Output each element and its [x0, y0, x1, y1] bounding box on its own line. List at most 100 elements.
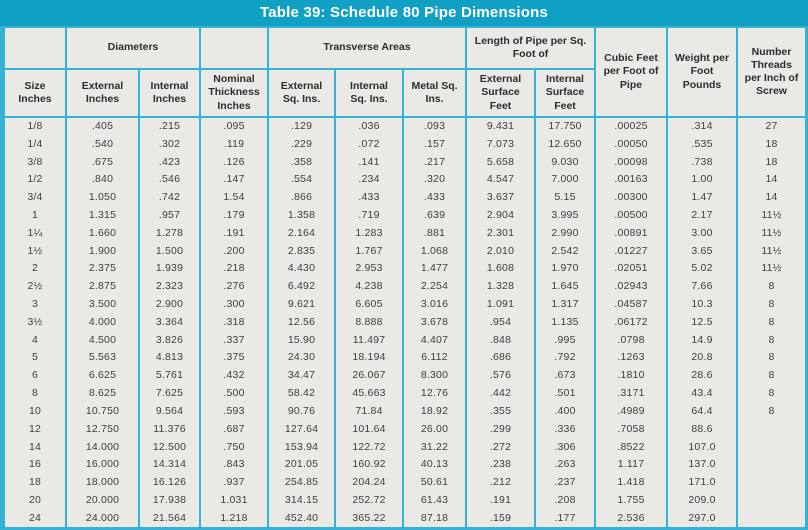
- table-cell: 20.8: [666, 348, 738, 367]
- table-cell: .02051: [594, 259, 668, 278]
- table-cell: 24.30: [267, 348, 336, 367]
- table-row: 18 18.000 16.126.937 254.85 204.24 50.61.212.…: [3, 473, 807, 492]
- table-cell: 2.323: [138, 277, 201, 296]
- table-cell: .1810: [594, 366, 668, 385]
- table-cell: .272: [465, 437, 536, 456]
- table-cell: 1.500: [138, 241, 201, 260]
- table-cell: 2.254: [402, 277, 467, 296]
- table-cell: 61.43: [402, 491, 467, 509]
- table-cell: .01227: [594, 241, 668, 260]
- table-cell: 4.407: [402, 330, 467, 349]
- table-cell: .355: [465, 402, 536, 420]
- table-cell: 4.430: [267, 259, 336, 278]
- table-cell: 452.40: [267, 508, 336, 527]
- header-weight: Weight per Foot Pounds: [666, 26, 738, 118]
- table-row: 1/2.840.546.147.554.234.320 4.547 7.000.00…: [3, 170, 807, 189]
- table-cell: .0798: [594, 330, 668, 349]
- pipe-dimensions-table: Diameters Transverse Areas Length of Pip…: [3, 26, 807, 527]
- table-row: 1/8.405.215.095.129.036.093 9.431 17.750.0…: [3, 117, 807, 135]
- table-cell: .337: [199, 330, 269, 349]
- table-cell: 18: [736, 152, 807, 171]
- table-cell: 11.497: [334, 330, 404, 349]
- table-cell: 5.02: [666, 259, 738, 278]
- table-row: 1¼ 1.660 1.278.191 2.164 1.283.881 2.301 2.990…: [3, 223, 807, 242]
- table-cell: 16.000: [65, 455, 140, 474]
- table-cell: 3.65: [666, 241, 738, 260]
- table-row: 14 14.000 12.500.750 153.94 122.72 31.22.272.…: [3, 437, 807, 456]
- table-row: 12 12.750 11.376.687 127.64 101.64 26.00.299.…: [3, 419, 807, 438]
- table-cell: 5.15: [534, 188, 596, 207]
- table-cell: .237: [534, 473, 596, 492]
- table-cell: 2.900: [138, 295, 201, 313]
- table-row: 16 16.000 14.314.843 201.05 160.92 40.13.238.…: [3, 455, 807, 474]
- table-cell: .300: [199, 295, 269, 313]
- table-cell: .540: [65, 134, 140, 153]
- table-cell: 1.317: [534, 295, 596, 313]
- table-row: 3 3.500 2.900.300 9.621 6.605 3.016 1.091 1.317…: [3, 295, 807, 313]
- table-cell: .954: [465, 312, 536, 331]
- table-cell: .159: [465, 508, 536, 527]
- table-cell: .238: [465, 455, 536, 474]
- table-cell: 1.283: [334, 223, 404, 242]
- table-cell: .318: [199, 312, 269, 331]
- header-cubic-feet: Cubic Feet per Foot of Pipe: [594, 26, 668, 118]
- table-row: 8 8.625 7.625.500 58.42 45.663 12.76.442.501.…: [3, 384, 807, 402]
- table-cell: 1.418: [594, 473, 668, 492]
- table-cell: .576: [465, 366, 536, 385]
- table-cell: 31.22: [402, 437, 467, 456]
- table-row: 3½ 4.000 3.364.318 12.56 8.888 3.678.954 1.135…: [3, 312, 807, 331]
- table-cell: .546: [138, 170, 201, 189]
- table-header: Diameters Transverse Areas Length of Pip…: [3, 26, 807, 118]
- table-cell: 2: [3, 259, 67, 278]
- table-cell: 204.24: [334, 473, 404, 492]
- table-cell: 2.010: [465, 241, 536, 260]
- table-cell: 12.76: [402, 384, 467, 402]
- table-cell: 3: [3, 295, 67, 313]
- table-cell: .375: [199, 348, 269, 367]
- table-cell: .263: [534, 455, 596, 474]
- table-row: 20 20.000 17.938 1.031 314.15 252.72 61.43.191…: [3, 491, 807, 509]
- header-internal-sq-ins: Internal Sq. Ins.: [334, 68, 404, 118]
- table-cell: 2.375: [65, 259, 140, 278]
- header-internal-surface-feet: Internal Surface Feet: [534, 68, 596, 118]
- table-cell: .535: [666, 134, 738, 153]
- table-cell: .217: [402, 152, 467, 171]
- table-cell: .191: [199, 223, 269, 242]
- table-cell: .119: [199, 134, 269, 153]
- table-cell: .00163: [594, 170, 668, 189]
- table-cell: 64.4: [666, 402, 738, 420]
- table-cell: 3/8: [3, 152, 67, 171]
- page-title: Table 39: Schedule 80 Pipe Dimensions: [0, 0, 808, 26]
- table-cell: 3.364: [138, 312, 201, 331]
- table-cell: 7.073: [465, 134, 536, 153]
- table-cell: .141: [334, 152, 404, 171]
- table-cell: 3.995: [534, 206, 596, 224]
- table-cell: 6: [3, 366, 67, 385]
- table-cell: .177: [534, 508, 596, 527]
- table-cell: 18: [3, 473, 67, 492]
- table-cell: 50.61: [402, 473, 467, 492]
- table-cell: 71.84: [334, 402, 404, 420]
- table-cell: [736, 473, 807, 492]
- table-cell: 24.000: [65, 508, 140, 527]
- table-cell: .302: [138, 134, 201, 153]
- table-cell: .742: [138, 188, 201, 207]
- table-cell: 20.000: [65, 491, 140, 509]
- header-spacer-thickness: [199, 26, 269, 70]
- table-cell: .299: [465, 419, 536, 438]
- header-metal-sq-ins: Metal Sq. Ins.: [402, 68, 467, 118]
- table-cell: 8: [736, 312, 807, 331]
- table-cell: 45.663: [334, 384, 404, 402]
- table-cell: .866: [267, 188, 336, 207]
- table-cell: 1.939: [138, 259, 201, 278]
- table-cell: 1.645: [534, 277, 596, 296]
- table-cell: .208: [534, 491, 596, 509]
- table-cell: 12.56: [267, 312, 336, 331]
- table-cell: 18.194: [334, 348, 404, 367]
- table-cell: [736, 491, 807, 509]
- table-cell: 5.563: [65, 348, 140, 367]
- table-cell: .00500: [594, 206, 668, 224]
- table-cell: 8: [736, 295, 807, 313]
- table-cell: .957: [138, 206, 201, 224]
- table-cell: [736, 437, 807, 456]
